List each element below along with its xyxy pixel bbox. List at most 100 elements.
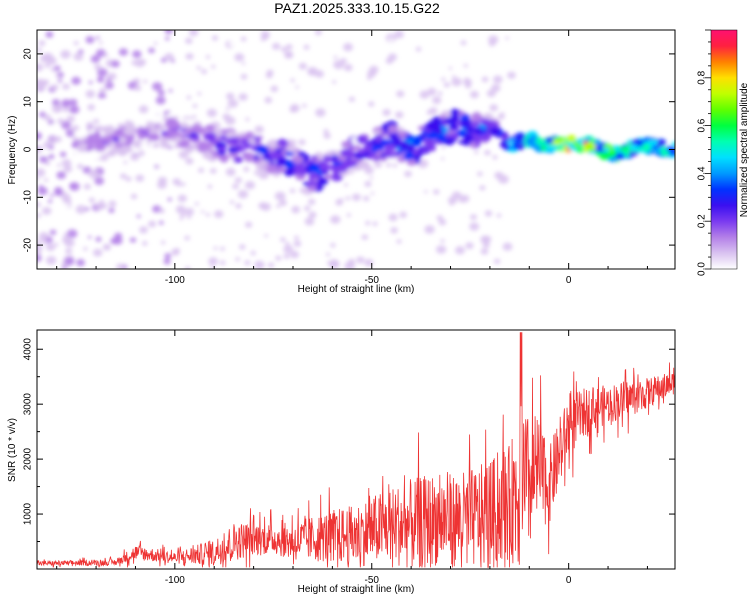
snr-ytick-label: 2000 <box>23 448 34 471</box>
spectrogram-noise-blob <box>227 99 239 108</box>
spectrogram-noise-blob <box>97 92 105 99</box>
spectrogram-noise-blob <box>62 106 70 113</box>
spectrogram-ridge-blob <box>204 132 217 141</box>
spectrogram-noise-blob <box>85 90 96 98</box>
spectrogram-noise-blob <box>261 202 271 211</box>
spectrogram-noise-blob <box>505 36 509 40</box>
spectrogram-noise-blob <box>99 87 107 94</box>
spectrogram-noise-blob <box>148 220 157 228</box>
spectrogram-noise-blob <box>63 165 73 173</box>
spectrogram-noise-blob <box>463 63 468 68</box>
spectrogram-noise-blob <box>237 189 249 199</box>
spectrogram-noise-blob <box>228 40 237 48</box>
spectrogram-noise-blob <box>90 55 101 63</box>
spectrogram-noise-blob <box>88 197 95 203</box>
spectrogram-noise-blob <box>167 197 172 202</box>
spectrogram-ridge-blob <box>390 151 398 157</box>
spectrogram-ridge-blob <box>448 123 459 130</box>
spectrogram-ridge-blob <box>465 126 474 133</box>
spectrogram-noise-blob <box>65 248 73 255</box>
spectrogram-noise-blob <box>329 259 340 268</box>
spectrogram-noise-blob <box>139 226 148 234</box>
spectrogram-noise-blob <box>37 186 48 196</box>
spectrogram-noise-blob <box>436 215 443 221</box>
spectrogram-noise-blob <box>51 122 59 130</box>
spectrogram-noise-blob <box>436 245 447 254</box>
spectrogram-noise-blob <box>276 204 281 208</box>
spectrogram-noise-blob <box>37 47 42 53</box>
spectrogram-noise-blob <box>88 80 93 85</box>
spectrogram-noise-blob <box>348 169 355 175</box>
spectrogram-noise-blob <box>399 211 408 218</box>
spectrogram-noise-blob <box>66 115 76 123</box>
spectrogram-ridge-blob <box>168 120 180 130</box>
spectrogram-noise-blob <box>52 104 62 113</box>
spectrogram-noise-blob <box>346 213 351 217</box>
spectrogram-noise-blob <box>327 261 331 265</box>
spectrogram-noise-blob <box>103 53 109 58</box>
spectrogram-noise-blob <box>455 246 465 255</box>
spectrogram-noise-blob <box>280 237 286 243</box>
spectrogram-ridge-blob <box>277 166 286 173</box>
spectrogram-noise-blob <box>374 161 383 168</box>
spectrogram-noise-blob <box>56 171 66 180</box>
spectrogram-noise-blob <box>293 240 302 247</box>
spectrogram-noise-blob <box>198 167 205 173</box>
snr-axes: -100 -50 0 1000 2000 3000 4000 <box>23 329 676 586</box>
spectrogram-ridge-blob <box>240 139 249 145</box>
spectrogram-ridge-blob <box>240 135 248 141</box>
spectrogram-noise-blob <box>244 181 256 190</box>
spectrogram-noise-blob <box>268 262 275 268</box>
spectrogram-noise-blob <box>298 139 306 146</box>
spectrogram-ridge-blob <box>197 144 209 153</box>
spectrogram-noise-blob <box>440 157 445 161</box>
spectrogram-noise-blob <box>187 215 192 219</box>
spectrogram-noise-blob <box>45 243 56 252</box>
spectrogram-noise-blob <box>43 178 49 183</box>
spectrogram-ridge-blob <box>398 141 410 150</box>
spectrogram-noise-blob <box>114 232 123 240</box>
spectrogram-noise-blob <box>222 113 231 121</box>
spectrogram-noise-blob <box>62 83 70 90</box>
spectrogram-noise-blob <box>460 40 467 46</box>
spectrogram-ridge-blob <box>219 135 227 141</box>
spectrogram-ridge-blob <box>233 156 243 164</box>
spectrogram-ridge-blob <box>582 141 589 145</box>
spectrogram-ridge-blob <box>137 141 143 145</box>
figure-title: PAZ1.2025.333.10.15.G22 <box>274 0 440 16</box>
spectrogram-noise-blob <box>404 170 412 178</box>
spectrogram-ridge-blob <box>499 141 509 148</box>
spectrogram-noise-blob <box>152 82 163 91</box>
colorbar-tick-label: 0.6 <box>697 118 708 132</box>
spectrogram-noise-blob <box>94 63 102 71</box>
spectrogram-noise-blob <box>308 198 316 205</box>
spectrogram-ridge-blob <box>173 116 179 120</box>
spectrogram-noise-blob <box>392 163 398 168</box>
spectrogram-xtick-label: 0 <box>566 275 572 286</box>
spectrogram-ytick-label: -20 <box>23 237 34 252</box>
spectrogram-noise-blob <box>87 235 92 239</box>
spectrogram-noise-blob <box>64 238 75 248</box>
spectrogram-noise-blob <box>260 37 266 42</box>
spectrogram-ridge-blob <box>594 143 607 153</box>
colorbar-tick-label: 0.8 <box>697 70 708 84</box>
spectrogram-noise-blob <box>164 53 175 62</box>
spectrogram-noise-blob <box>210 238 215 242</box>
spectrogram-noise-blob <box>369 65 379 74</box>
spectrogram-ridge-blob <box>427 131 438 140</box>
spectrogram-noise-blob <box>138 105 149 114</box>
spectrogram-noise-blob <box>463 78 473 86</box>
spectrogram-noise-blob <box>83 247 88 251</box>
spectrogram-ridge-blob <box>186 147 194 153</box>
spectrogram-noise-blob <box>339 198 344 202</box>
spectrogram-noise-blob <box>480 235 490 244</box>
spectrogram-noise-blob <box>207 184 213 189</box>
spectrogram-noise-blob <box>507 71 516 79</box>
spectrogram-noise-blob <box>48 154 55 160</box>
spectrogram-noise-blob <box>263 173 269 179</box>
spectrogram-noise-blob <box>303 44 310 50</box>
spectrogram-ridge-blob <box>527 140 537 148</box>
spectrogram-ridge-blob <box>236 133 242 137</box>
spectrogram-ridge-blob <box>363 144 375 153</box>
